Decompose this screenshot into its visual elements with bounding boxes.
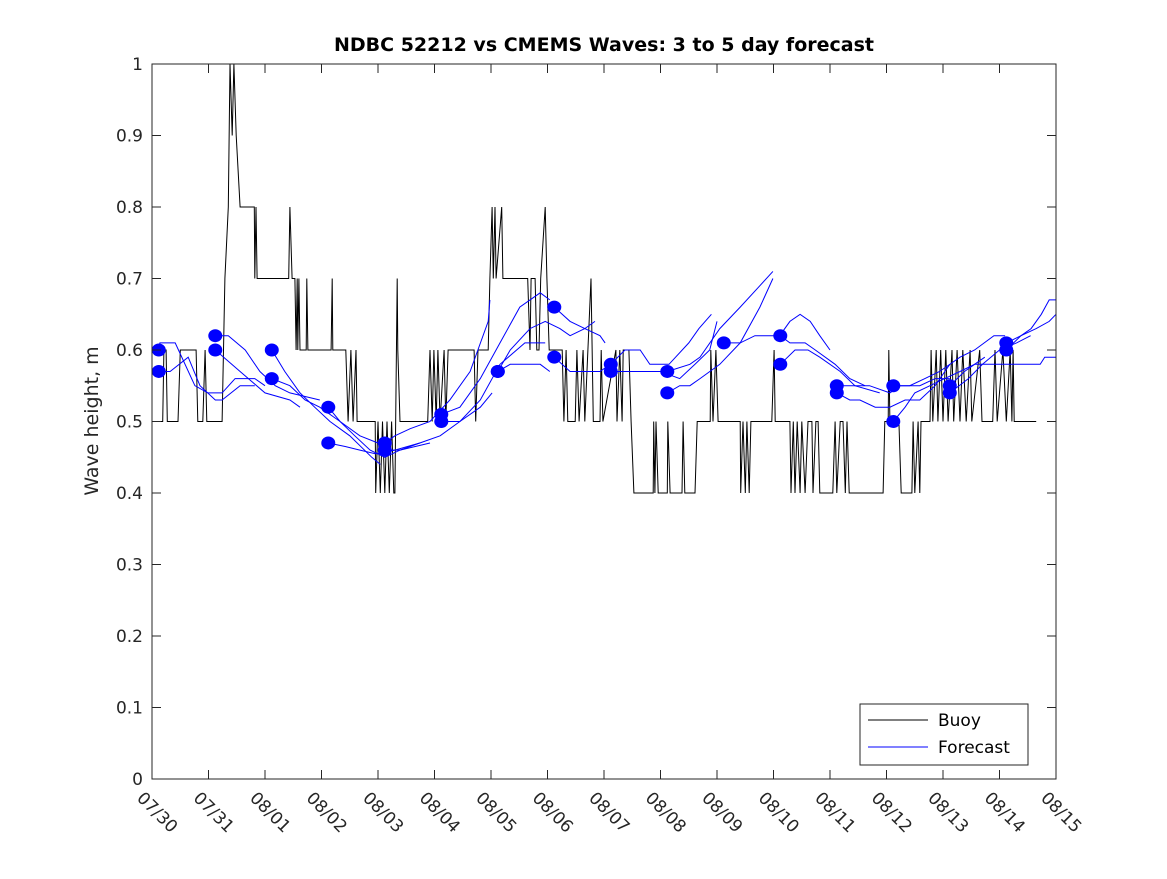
legend: Buoy Forecast [859,703,1029,766]
forecast-line-29 [1006,299,1056,344]
forecast-start-marker-11 [434,415,449,428]
buoy-line [152,63,1037,494]
y-tick-label: 0.2 [116,627,143,647]
forecast-line-2 [215,335,320,401]
y-tick-label: 0.8 [116,198,143,218]
forecast-start-marker-21 [773,329,788,343]
forecast-start-marker-14 [547,300,562,314]
forecast-line-27 [949,356,1056,387]
forecast-start-marker-3 [208,343,223,357]
forecast-start-marker-18 [660,364,675,378]
forecast-line-28 [949,335,1031,394]
forecast-line-7 [328,442,420,455]
forecast-start-marker-20 [716,336,731,350]
forecast-line-12 [497,320,596,372]
forecast-line-13 [497,363,551,372]
forecast-start-marker-28 [942,386,957,400]
chart-title: NDBC 52212 vs CMEMS Waves: 3 to 5 day fo… [334,34,874,56]
forecast-start-marker-19 [660,386,675,400]
forecast-start-marker-13 [490,364,505,378]
forecast-start-marker-24 [829,386,844,400]
forecast-line-4 [271,349,381,465]
y-tick-label: 0.9 [116,127,143,147]
forecast-line-30 [1005,313,1057,351]
forecast-start-marker-6 [321,400,336,414]
forecast-start-marker-26 [886,415,901,428]
forecast-line-25 [893,335,1006,387]
series-layer [151,63,1057,494]
forecast-line-11 [441,342,546,422]
y-tick-label: 0 [132,770,143,790]
forecast-start-marker-2 [208,329,223,343]
y-tick-label: 0.6 [116,341,143,361]
legend-box [859,703,1029,766]
forecast-line-17 [610,321,718,380]
forecast-start-marker-4 [264,343,279,357]
y-tick-label: 0.3 [116,556,143,576]
legend-forecast-label: Forecast [938,738,1010,758]
plot-area [152,64,1056,779]
y-tick-label: 0.1 [116,699,143,719]
forecast-line-19 [667,278,774,394]
forecast-line-16 [610,313,712,365]
forecast-line-18 [667,271,774,372]
forecast-line-5 [271,378,379,444]
forecast-line-20 [723,313,831,351]
forecast-start-marker-5 [264,372,279,386]
forecast-line-10 [441,292,551,415]
forecast-start-marker-9 [377,443,392,457]
forecast-start-marker-7 [321,436,336,450]
forecast-start-marker-22 [773,357,788,371]
forecast-line-3 [214,349,301,408]
forecast-start-marker-17 [603,364,618,378]
forecast-line-24 [836,364,951,408]
forecast-line-21 [779,335,866,387]
legend-buoy-label: Buoy [938,711,981,731]
y-tick-label: 0.5 [116,413,143,433]
forecast-start-marker-1 [151,364,166,378]
y-axis-label: Wave height, m [81,346,103,495]
forecast-line-1 [158,356,255,401]
y-tick-label: 0.4 [116,484,143,504]
forecast-line-9 [384,392,493,451]
forecast-start-marker-30 [999,343,1014,357]
y-tick-label: 0.7 [116,270,143,290]
forecast-start-marker-15 [547,350,562,364]
forecast-line-14 [553,306,606,344]
y-tick-label: 1 [132,55,143,75]
forecast-start-marker-25 [886,379,901,393]
